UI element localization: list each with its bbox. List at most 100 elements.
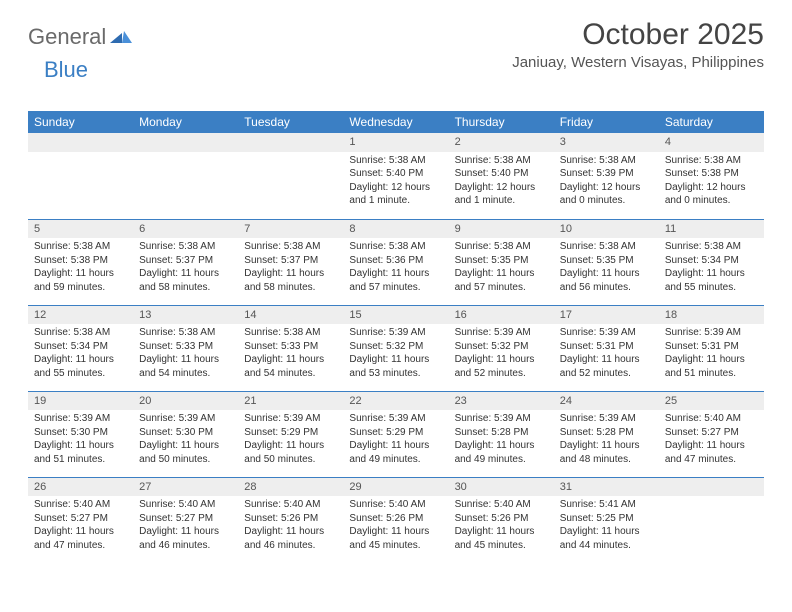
daylight-text: Daylight: 11 hours and 59 minutes. xyxy=(34,267,127,294)
calendar-cell: 25Sunrise: 5:40 AMSunset: 5:27 PMDayligh… xyxy=(659,391,764,477)
daylight-text: Daylight: 11 hours and 45 minutes. xyxy=(455,525,548,552)
calendar-cell xyxy=(238,133,343,219)
day-body: Sunrise: 5:39 AMSunset: 5:30 PMDaylight:… xyxy=(28,410,133,470)
day-number: 7 xyxy=(238,220,343,239)
calendar-cell: 19Sunrise: 5:39 AMSunset: 5:30 PMDayligh… xyxy=(28,391,133,477)
calendar-cell: 8Sunrise: 5:38 AMSunset: 5:36 PMDaylight… xyxy=(343,219,448,305)
daylight-text: Daylight: 11 hours and 46 minutes. xyxy=(244,525,337,552)
day-header: Tuesday xyxy=(238,111,343,133)
calendar-cell: 26Sunrise: 5:40 AMSunset: 5:27 PMDayligh… xyxy=(28,477,133,563)
sunrise-text: Sunrise: 5:38 AM xyxy=(455,154,548,168)
calendar-cell: 21Sunrise: 5:39 AMSunset: 5:29 PMDayligh… xyxy=(238,391,343,477)
day-number xyxy=(133,133,238,152)
calendar-cell: 14Sunrise: 5:38 AMSunset: 5:33 PMDayligh… xyxy=(238,305,343,391)
day-body: Sunrise: 5:39 AMSunset: 5:29 PMDaylight:… xyxy=(343,410,448,470)
sunset-text: Sunset: 5:38 PM xyxy=(665,167,758,181)
day-number: 29 xyxy=(343,478,448,497)
day-body xyxy=(28,152,133,158)
logo-text-general: General xyxy=(28,24,106,50)
day-number: 17 xyxy=(554,306,659,325)
sunset-text: Sunset: 5:34 PM xyxy=(665,254,758,268)
day-number: 5 xyxy=(28,220,133,239)
calendar-cell: 29Sunrise: 5:40 AMSunset: 5:26 PMDayligh… xyxy=(343,477,448,563)
sunset-text: Sunset: 5:37 PM xyxy=(139,254,232,268)
day-number: 27 xyxy=(133,478,238,497)
sunrise-text: Sunrise: 5:38 AM xyxy=(349,240,442,254)
sunrise-text: Sunrise: 5:39 AM xyxy=(244,412,337,426)
day-body: Sunrise: 5:40 AMSunset: 5:26 PMDaylight:… xyxy=(238,496,343,556)
sunrise-text: Sunrise: 5:38 AM xyxy=(244,240,337,254)
day-number: 24 xyxy=(554,392,659,411)
daylight-text: Daylight: 11 hours and 52 minutes. xyxy=(560,353,653,380)
day-number: 28 xyxy=(238,478,343,497)
day-body: Sunrise: 5:40 AMSunset: 5:26 PMDaylight:… xyxy=(343,496,448,556)
sunset-text: Sunset: 5:35 PM xyxy=(560,254,653,268)
calendar-cell: 3Sunrise: 5:38 AMSunset: 5:39 PMDaylight… xyxy=(554,133,659,219)
day-number: 9 xyxy=(449,220,554,239)
day-number: 23 xyxy=(449,392,554,411)
calendar-cell: 13Sunrise: 5:38 AMSunset: 5:33 PMDayligh… xyxy=(133,305,238,391)
day-body: Sunrise: 5:38 AMSunset: 5:35 PMDaylight:… xyxy=(554,238,659,298)
sunset-text: Sunset: 5:30 PM xyxy=(34,426,127,440)
day-body: Sunrise: 5:39 AMSunset: 5:28 PMDaylight:… xyxy=(554,410,659,470)
sunrise-text: Sunrise: 5:39 AM xyxy=(139,412,232,426)
day-body: Sunrise: 5:40 AMSunset: 5:27 PMDaylight:… xyxy=(659,410,764,470)
daylight-text: Daylight: 11 hours and 50 minutes. xyxy=(139,439,232,466)
calendar-cell xyxy=(659,477,764,563)
sunset-text: Sunset: 5:29 PM xyxy=(349,426,442,440)
sunset-text: Sunset: 5:27 PM xyxy=(139,512,232,526)
calendar-cell: 11Sunrise: 5:38 AMSunset: 5:34 PMDayligh… xyxy=(659,219,764,305)
sunset-text: Sunset: 5:37 PM xyxy=(244,254,337,268)
calendar-cell xyxy=(133,133,238,219)
sunrise-text: Sunrise: 5:39 AM xyxy=(455,326,548,340)
sunset-text: Sunset: 5:32 PM xyxy=(455,340,548,354)
calendar-cell: 2Sunrise: 5:38 AMSunset: 5:40 PMDaylight… xyxy=(449,133,554,219)
sunset-text: Sunset: 5:36 PM xyxy=(349,254,442,268)
daylight-text: Daylight: 12 hours and 0 minutes. xyxy=(665,181,758,208)
day-body: Sunrise: 5:39 AMSunset: 5:31 PMDaylight:… xyxy=(554,324,659,384)
sunset-text: Sunset: 5:34 PM xyxy=(34,340,127,354)
calendar-week: 1Sunrise: 5:38 AMSunset: 5:40 PMDaylight… xyxy=(28,133,764,219)
daylight-text: Daylight: 11 hours and 49 minutes. xyxy=(349,439,442,466)
daylight-text: Daylight: 11 hours and 52 minutes. xyxy=(455,353,548,380)
day-body xyxy=(659,496,764,502)
sunrise-text: Sunrise: 5:38 AM xyxy=(244,326,337,340)
day-body: Sunrise: 5:39 AMSunset: 5:29 PMDaylight:… xyxy=(238,410,343,470)
day-number: 31 xyxy=(554,478,659,497)
daylight-text: Daylight: 11 hours and 54 minutes. xyxy=(244,353,337,380)
sunset-text: Sunset: 5:38 PM xyxy=(34,254,127,268)
sunset-text: Sunset: 5:35 PM xyxy=(455,254,548,268)
sunrise-text: Sunrise: 5:39 AM xyxy=(349,412,442,426)
daylight-text: Daylight: 11 hours and 51 minutes. xyxy=(665,353,758,380)
sunrise-text: Sunrise: 5:38 AM xyxy=(455,240,548,254)
day-number: 11 xyxy=(659,220,764,239)
calendar-cell: 23Sunrise: 5:39 AMSunset: 5:28 PMDayligh… xyxy=(449,391,554,477)
sunrise-text: Sunrise: 5:39 AM xyxy=(665,326,758,340)
day-number: 25 xyxy=(659,392,764,411)
day-number: 22 xyxy=(343,392,448,411)
sunset-text: Sunset: 5:32 PM xyxy=(349,340,442,354)
calendar-week: 26Sunrise: 5:40 AMSunset: 5:27 PMDayligh… xyxy=(28,477,764,563)
day-body: Sunrise: 5:41 AMSunset: 5:25 PMDaylight:… xyxy=(554,496,659,556)
day-body: Sunrise: 5:38 AMSunset: 5:34 PMDaylight:… xyxy=(659,238,764,298)
daylight-text: Daylight: 11 hours and 49 minutes. xyxy=(455,439,548,466)
sunset-text: Sunset: 5:28 PM xyxy=(455,426,548,440)
sunset-text: Sunset: 5:30 PM xyxy=(139,426,232,440)
day-body: Sunrise: 5:38 AMSunset: 5:36 PMDaylight:… xyxy=(343,238,448,298)
sunrise-text: Sunrise: 5:39 AM xyxy=(560,412,653,426)
day-body: Sunrise: 5:38 AMSunset: 5:40 PMDaylight:… xyxy=(343,152,448,212)
day-number: 20 xyxy=(133,392,238,411)
day-number: 15 xyxy=(343,306,448,325)
day-number: 16 xyxy=(449,306,554,325)
calendar-cell: 9Sunrise: 5:38 AMSunset: 5:35 PMDaylight… xyxy=(449,219,554,305)
day-number: 6 xyxy=(133,220,238,239)
day-body: Sunrise: 5:38 AMSunset: 5:39 PMDaylight:… xyxy=(554,152,659,212)
sunrise-text: Sunrise: 5:40 AM xyxy=(665,412,758,426)
sunset-text: Sunset: 5:39 PM xyxy=(560,167,653,181)
day-body xyxy=(238,152,343,158)
sunrise-text: Sunrise: 5:38 AM xyxy=(139,326,232,340)
daylight-text: Daylight: 11 hours and 44 minutes. xyxy=(560,525,653,552)
sunset-text: Sunset: 5:27 PM xyxy=(34,512,127,526)
sunset-text: Sunset: 5:40 PM xyxy=(349,167,442,181)
calendar-table: SundayMondayTuesdayWednesdayThursdayFrid… xyxy=(28,111,764,563)
